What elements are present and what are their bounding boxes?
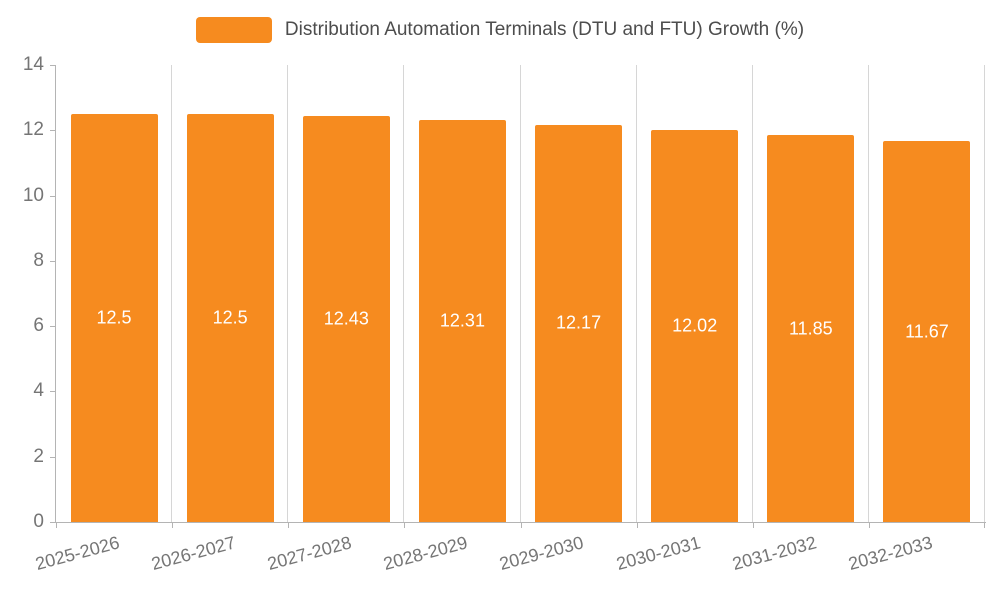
chart-legend: Distribution Automation Terminals (DTU a… — [0, 17, 1000, 43]
x-axis-tick — [404, 522, 406, 528]
grid-line — [519, 65, 521, 522]
x-axis-label-wrap: 2026-2027 — [15, 532, 237, 574]
y-axis-tick — [50, 260, 56, 262]
x-axis-label-wrap: 2031-2032 — [596, 532, 818, 574]
x-axis-label: 2026-2027 — [149, 532, 238, 574]
x-axis-label-wrap: 2032-2033 — [712, 532, 934, 574]
bar-value-label: 12.31 — [439, 310, 485, 331]
y-axis-tick — [50, 65, 56, 66]
bar-2032-2033[interactable] — [883, 141, 971, 522]
y-axis-tick — [50, 391, 56, 393]
bar-2025-2026[interactable] — [70, 113, 158, 522]
x-axis-tick — [288, 522, 290, 528]
bar-value-label: 11.85 — [788, 318, 833, 339]
bar-value-label: 12.17 — [556, 312, 602, 333]
x-axis-tick — [172, 522, 174, 528]
y-axis-tick — [50, 456, 56, 458]
bar-2027-2028[interactable] — [302, 116, 390, 522]
bar-value-label: 11.67 — [905, 321, 949, 342]
grid-line — [287, 65, 289, 522]
y-axis-tick — [50, 326, 56, 328]
x-axis-label: 2027-2028 — [265, 532, 354, 574]
y-axis-label: 14 — [22, 54, 44, 75]
bar-2028-2029[interactable] — [418, 120, 506, 522]
x-axis-tick — [752, 522, 754, 528]
x-axis-label: 2030-2031 — [613, 532, 703, 574]
grid-line — [867, 65, 869, 522]
x-axis-label-wrap: 2029-2030 — [364, 532, 586, 574]
x-axis-tick — [868, 522, 870, 528]
x-axis-tick — [56, 522, 57, 528]
x-axis-label: 2028-2029 — [381, 532, 470, 574]
chart-title: Distribution Automation Terminals (DTU a… — [284, 19, 805, 40]
x-axis-label: 2032-2033 — [846, 532, 935, 574]
y-axis-tick — [50, 130, 56, 132]
bar-2026-2027[interactable] — [186, 113, 274, 522]
y-axis-tick — [50, 522, 56, 523]
x-axis-label-wrap: 2030-2031 — [480, 532, 702, 574]
bar-value-label: 12.5 — [96, 307, 132, 328]
grid-line — [403, 65, 405, 522]
x-axis-tick — [520, 522, 522, 528]
y-axis-label: 12 — [22, 119, 44, 141]
y-axis-tick — [50, 195, 56, 197]
x-axis-label-wrap: 2028-2029 — [247, 532, 470, 574]
y-axis-label: 2 — [33, 445, 44, 467]
bar-value-label: 12.5 — [212, 307, 248, 328]
bar-2030-2031[interactable] — [651, 129, 739, 522]
y-axis-label: 6 — [33, 315, 44, 337]
y-axis-label: 8 — [33, 249, 44, 271]
grid-line — [171, 65, 173, 522]
grid-line — [984, 65, 985, 522]
y-axis-label: 10 — [22, 184, 44, 206]
bar-value-label: 12.43 — [323, 308, 369, 329]
bar-value-label: 12.02 — [672, 315, 718, 336]
bar-2029-2030[interactable] — [535, 124, 623, 522]
legend-swatch[interactable] — [195, 17, 272, 43]
x-axis-label-wrap: 2027-2028 — [131, 532, 353, 574]
x-axis-tick — [636, 522, 638, 528]
x-axis-label: 2031-2032 — [729, 532, 819, 574]
x-axis-label-wrap: 2025-2026 — [0, 532, 121, 574]
grid-line — [751, 65, 753, 522]
x-axis-label: 2029-2030 — [497, 532, 587, 574]
y-axis-label: 0 — [33, 511, 44, 532]
y-axis-label: 4 — [33, 380, 44, 402]
x-axis-tick — [984, 522, 985, 528]
bar-2031-2032[interactable] — [767, 135, 855, 522]
x-axis-label: 2025-2026 — [33, 532, 122, 574]
plot-area: 0 2 4 6 8 10 12 14 12.5 2025-2026 12.5 2026-2027 12.… — [23, 54, 986, 574]
grid-line — [635, 65, 637, 522]
